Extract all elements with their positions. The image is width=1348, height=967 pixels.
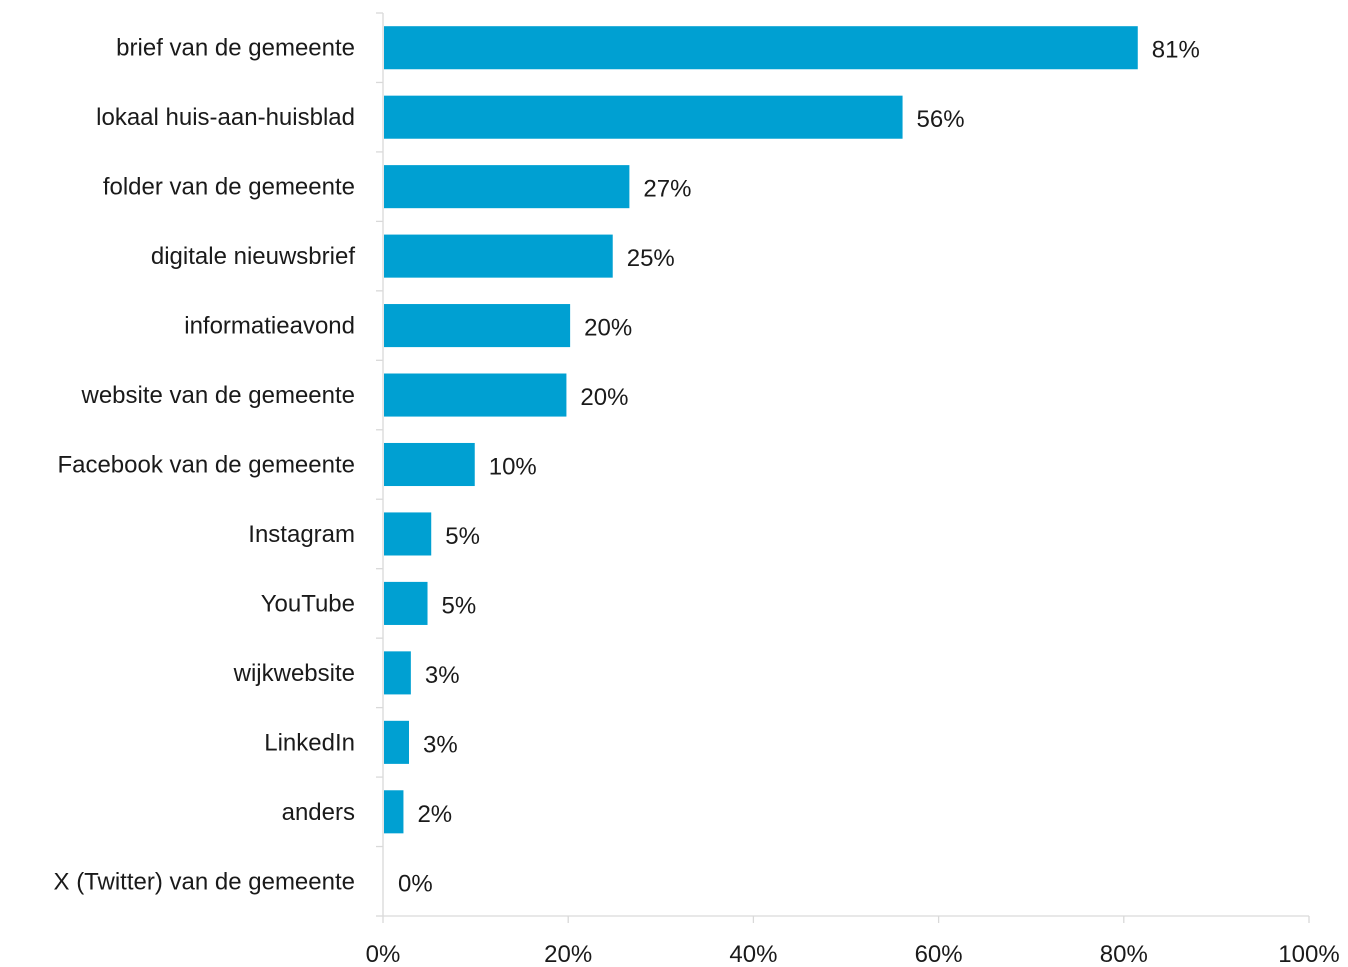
value-label: 5% <box>442 592 477 619</box>
category-label: Instagram <box>248 521 355 548</box>
x-tick-label: 80% <box>1100 941 1148 967</box>
category-label: lokaal huis-aan-huisblad <box>96 104 355 131</box>
bar <box>384 95 903 139</box>
bar <box>384 720 410 764</box>
y-axis <box>376 12 384 917</box>
value-label: 5% <box>445 523 480 550</box>
bar <box>384 790 404 834</box>
value-label: 25% <box>627 245 675 272</box>
category-label: digitale nieuwsbrief <box>151 243 355 270</box>
bar <box>384 442 475 487</box>
value-label: 2% <box>417 801 452 828</box>
category-label: anders <box>282 799 355 826</box>
x-tick-label: 40% <box>729 941 777 967</box>
bar <box>384 581 428 625</box>
bar <box>384 304 571 348</box>
value-label: 20% <box>584 315 632 342</box>
category-label: Facebook van de gemeente <box>57 452 355 479</box>
category-label: website van de gemeente <box>80 382 355 409</box>
category-label: informatieavond <box>184 313 355 340</box>
bar <box>384 373 567 417</box>
category-label: LinkedIn <box>264 729 355 756</box>
bar <box>384 26 1138 70</box>
bars <box>384 26 1138 834</box>
value-labels: 81% 56% 27% 25% 20% 20% 10% 5% 5% 3% 3% 2% 0% <box>398 37 1200 898</box>
category-label: folder van de gemeente <box>103 174 355 201</box>
x-tick-labels: 0% 20% 40% 60% 80% 100% <box>366 941 1340 967</box>
x-axis <box>382 915 1310 923</box>
value-label: 0% <box>398 870 433 897</box>
value-label: 56% <box>917 106 965 133</box>
category-label: X (Twitter) van de gemeente <box>54 868 355 895</box>
x-tick-label: 0% <box>366 941 401 967</box>
category-label: wijkwebsite <box>233 660 355 687</box>
bar <box>384 165 630 209</box>
x-tick-label: 60% <box>915 941 963 967</box>
value-label: 27% <box>643 176 691 203</box>
category-label: brief van de gemeente <box>116 35 355 62</box>
category-label: YouTube <box>261 590 355 617</box>
value-label: 81% <box>1152 37 1200 64</box>
value-label: 10% <box>489 454 537 481</box>
bar <box>384 651 411 695</box>
value-label: 3% <box>425 662 460 689</box>
bar <box>384 234 613 278</box>
value-label: 3% <box>423 731 458 758</box>
value-label: 20% <box>580 384 628 411</box>
bar <box>384 512 432 556</box>
category-labels: brief van de gemeente lokaal huis-aan-hui… <box>54 35 356 896</box>
x-tick-label: 20% <box>544 941 592 967</box>
x-tick-label: 100% <box>1278 941 1339 967</box>
